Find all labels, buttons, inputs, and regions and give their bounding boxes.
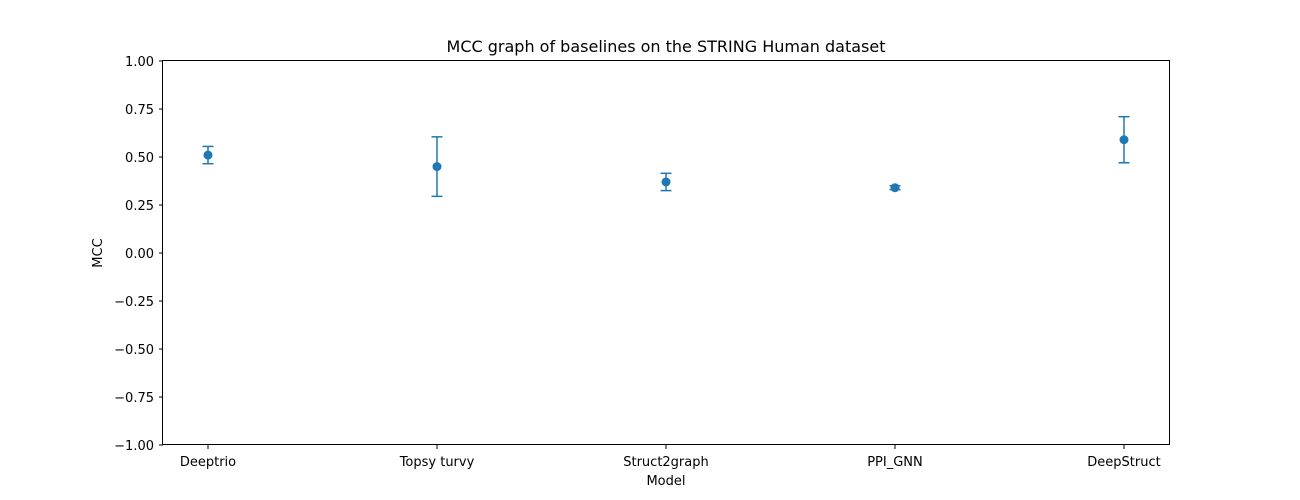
y-tick-label: 0.75 (125, 103, 154, 118)
data-point (1119, 135, 1129, 145)
y-tick-label: 0.50 (125, 151, 154, 166)
x-tick-label: DeepStruct (1087, 455, 1160, 470)
data-point (203, 150, 213, 160)
y-tick-label: 0.25 (125, 199, 154, 214)
x-axis-label: Model (646, 474, 685, 489)
y-axis: 1.00 0.75 0.50 0.25 0.00 −0.25 −0.50 −0.75 −1.00 (114, 55, 163, 454)
x-tick-label: PPI_GNN (867, 455, 923, 470)
x-tick-label: Deeptrio (180, 455, 236, 470)
data-point (661, 177, 671, 187)
data-marks (202, 115, 1130, 198)
y-tick-label: −0.75 (114, 391, 154, 406)
data-point (890, 183, 900, 193)
x-tick-label: Struct2graph (623, 455, 709, 470)
x-tick-label: Topsy turvy (399, 455, 475, 470)
y-axis-label: MCC (91, 238, 106, 267)
y-tick-label: −0.25 (114, 295, 154, 310)
plot-area-frame (162, 60, 1170, 445)
y-tick-label: −0.50 (114, 343, 154, 358)
data-point (432, 162, 442, 172)
x-axis: Deeptrio Topsy turvy Struct2graph PPI_GNN De… (180, 445, 1161, 470)
y-tick-label: −1.00 (114, 439, 154, 454)
chart-title: MCC graph of baselines on the STRING Hum… (447, 37, 886, 56)
y-tick-label: 0.00 (125, 247, 154, 262)
y-tick-label: 1.00 (125, 55, 154, 70)
